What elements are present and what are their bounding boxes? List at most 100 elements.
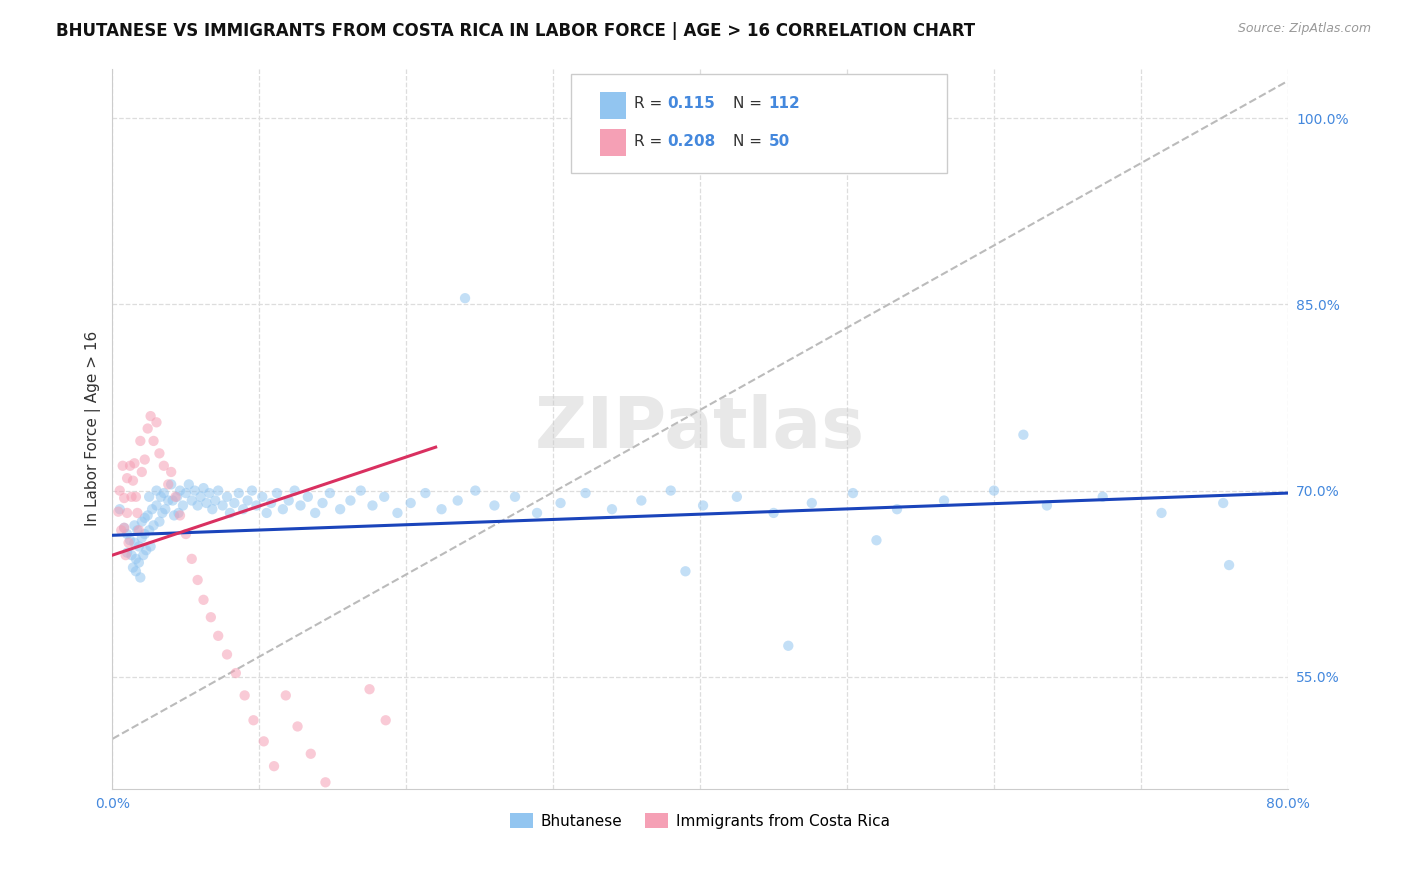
Point — [240, 483, 263, 498]
Point — [373, 490, 395, 504]
Point — [233, 689, 256, 703]
Text: BHUTANESE VS IMMIGRANTS FROM COSTA RICA IN LABOR FORCE | AGE > 16 CORRELATION CH: BHUTANESE VS IMMIGRANTS FROM COSTA RICA … — [56, 22, 976, 40]
Point — [1218, 558, 1240, 572]
Point — [430, 502, 453, 516]
Point — [148, 446, 170, 460]
Point — [142, 518, 165, 533]
Point — [1012, 427, 1035, 442]
Point — [284, 483, 307, 498]
Point — [124, 456, 146, 470]
Point — [107, 505, 129, 519]
Point — [215, 648, 238, 662]
Point — [224, 496, 246, 510]
Point — [124, 518, 146, 533]
Point — [800, 496, 823, 510]
Point — [174, 486, 197, 500]
Point — [118, 458, 141, 473]
Point — [139, 540, 162, 554]
Point — [122, 560, 145, 574]
Point — [550, 496, 572, 510]
Text: 0.208: 0.208 — [668, 134, 716, 149]
Legend: Bhutanese, Immigrants from Costa Rica: Bhutanese, Immigrants from Costa Rica — [505, 806, 896, 835]
Point — [148, 515, 170, 529]
Point — [139, 409, 162, 423]
Point — [112, 491, 135, 505]
Point — [374, 713, 396, 727]
Point — [187, 573, 209, 587]
Point — [387, 506, 409, 520]
Point — [225, 666, 247, 681]
Point — [361, 499, 384, 513]
Point — [983, 483, 1005, 498]
Point — [245, 499, 267, 513]
Point — [112, 521, 135, 535]
Text: R =: R = — [634, 96, 668, 112]
Point — [111, 458, 134, 473]
Bar — [600, 92, 626, 119]
Text: 112: 112 — [768, 96, 800, 112]
Point — [128, 540, 150, 554]
Point — [166, 490, 188, 504]
Point — [108, 483, 131, 498]
Point — [211, 499, 233, 513]
Point — [329, 502, 352, 516]
Point — [121, 548, 143, 562]
Bar — [600, 129, 626, 156]
Point — [180, 552, 202, 566]
Point — [122, 474, 145, 488]
Point — [1150, 506, 1173, 520]
Point — [117, 535, 139, 549]
Point — [136, 508, 159, 523]
Point — [778, 639, 800, 653]
Point — [339, 493, 361, 508]
Point — [138, 524, 160, 538]
Point — [115, 506, 138, 520]
Point — [263, 759, 285, 773]
Point — [149, 490, 172, 504]
Point — [228, 486, 250, 500]
Point — [131, 465, 153, 479]
Point — [297, 490, 319, 504]
Point — [136, 421, 159, 435]
Point — [304, 506, 326, 520]
Point — [252, 490, 274, 504]
Point — [201, 502, 224, 516]
Point — [108, 502, 131, 516]
Point — [329, 800, 352, 814]
Point — [157, 477, 180, 491]
Point — [118, 533, 141, 548]
Point — [125, 552, 148, 566]
Text: 0.115: 0.115 — [668, 96, 716, 112]
Point — [125, 490, 148, 504]
Point — [219, 506, 242, 520]
Point — [526, 506, 548, 520]
Point — [236, 493, 259, 508]
Point — [260, 496, 283, 510]
Point — [115, 527, 138, 541]
Point — [287, 719, 309, 733]
Point — [180, 493, 202, 508]
Text: 50: 50 — [768, 134, 790, 149]
Point — [124, 535, 146, 549]
Point — [190, 490, 212, 504]
Point — [125, 564, 148, 578]
Point — [630, 493, 652, 508]
Point — [242, 713, 264, 727]
Point — [447, 493, 470, 508]
Point — [198, 486, 221, 500]
Text: ZIPatlas: ZIPatlas — [536, 394, 865, 463]
Point — [193, 592, 215, 607]
Point — [886, 502, 908, 516]
Point — [110, 524, 132, 538]
Point — [150, 506, 173, 520]
Point — [200, 610, 222, 624]
Point — [145, 483, 167, 498]
Point — [177, 477, 200, 491]
Point — [277, 493, 299, 508]
Point — [207, 483, 229, 498]
Point — [454, 291, 477, 305]
Point — [127, 524, 149, 538]
Point — [204, 493, 226, 508]
Point — [115, 471, 138, 485]
Point — [162, 493, 184, 508]
